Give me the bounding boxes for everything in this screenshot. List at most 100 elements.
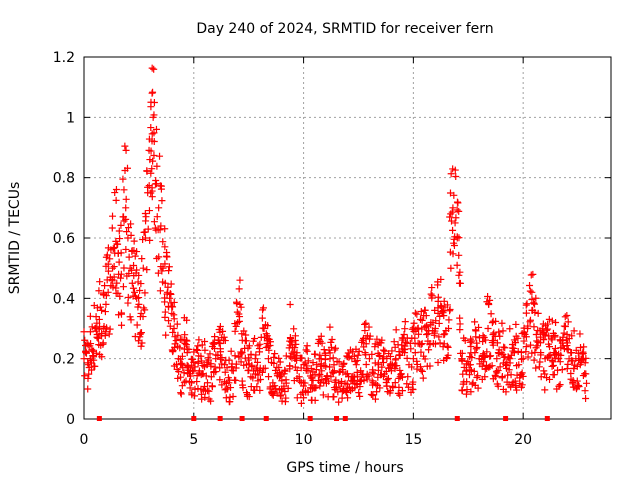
data-point [190,348,198,356]
data-point [118,310,126,318]
data-point [307,365,315,373]
data-point [501,344,509,352]
data-point [269,391,277,399]
data-point [189,355,197,363]
data-point [293,356,301,364]
data-point [136,330,144,338]
data-point [535,363,543,371]
data-point [122,195,130,203]
data-point [378,363,386,371]
data-point [507,371,515,379]
data-point [486,296,494,304]
data-point [582,395,590,403]
data-point [573,362,581,370]
data-point [370,370,378,378]
data-point [567,369,575,377]
data-point [563,339,571,347]
data-point [242,331,250,339]
data-point [526,316,534,324]
data-point [222,385,230,393]
x-tick-label: 15 [404,432,422,448]
data-point [216,345,224,353]
data-point [428,284,436,292]
data-point [581,359,589,367]
data-point [123,228,131,236]
data-point [258,314,266,322]
data-point [392,355,400,363]
data-point [150,111,158,119]
data-point [556,358,564,366]
data-point [403,354,411,362]
data-point [570,327,578,335]
data-point [304,388,312,396]
data-point [176,344,184,352]
data-point [341,379,349,387]
data-point [505,366,513,374]
data-point [236,276,244,284]
data-point [503,378,511,386]
data-point [249,337,257,345]
data-point [527,271,535,279]
data-point [167,280,175,288]
data-point [237,303,245,311]
data-point [396,366,404,374]
data-point [137,280,145,288]
data-point [87,340,95,348]
data-point [109,264,117,272]
data-point [123,164,131,172]
data-point [417,340,425,348]
data-point [127,220,135,228]
data-point [286,301,294,309]
data-point [93,304,101,312]
data-point [558,366,566,374]
data-point [112,284,120,292]
data-point [278,386,286,394]
data-point [218,354,226,362]
data-point [455,271,463,279]
data-point [112,185,120,193]
data-point [290,325,298,333]
data-point [470,367,478,375]
data-point [244,356,252,364]
data-point [204,387,212,395]
data-point [150,151,158,159]
data-point [492,317,500,325]
data-point [471,318,479,326]
data-point [534,309,542,317]
data-point [104,260,112,268]
data-point [528,349,536,357]
data-point [231,327,239,335]
data-point [485,300,493,308]
data-point [266,338,274,346]
data-point [555,382,563,390]
data-point [101,308,109,316]
data-point [148,165,156,173]
data-point [478,362,486,370]
data-point [216,323,224,331]
data-point [455,207,463,215]
data-point [249,374,257,382]
data-point [413,357,421,365]
data-point [238,349,246,357]
data-point [146,236,154,244]
data-point [344,384,352,392]
data-point [363,370,371,378]
data-point [446,213,454,221]
x-axis: 0 5 10 15 20 [80,57,532,448]
data-point [96,278,104,286]
data-point [452,173,460,181]
data-point [148,187,156,195]
data-gap-marker [307,416,313,421]
data-point [113,279,121,287]
data-point [473,373,481,381]
data-point [452,214,460,222]
data-point [449,204,457,212]
data-point [242,337,250,345]
data-point [468,337,476,345]
data-point [195,336,203,344]
data-point [384,374,392,382]
data-point [303,342,311,350]
data-point [181,331,189,339]
data-point [265,373,273,381]
data-point [115,227,123,235]
